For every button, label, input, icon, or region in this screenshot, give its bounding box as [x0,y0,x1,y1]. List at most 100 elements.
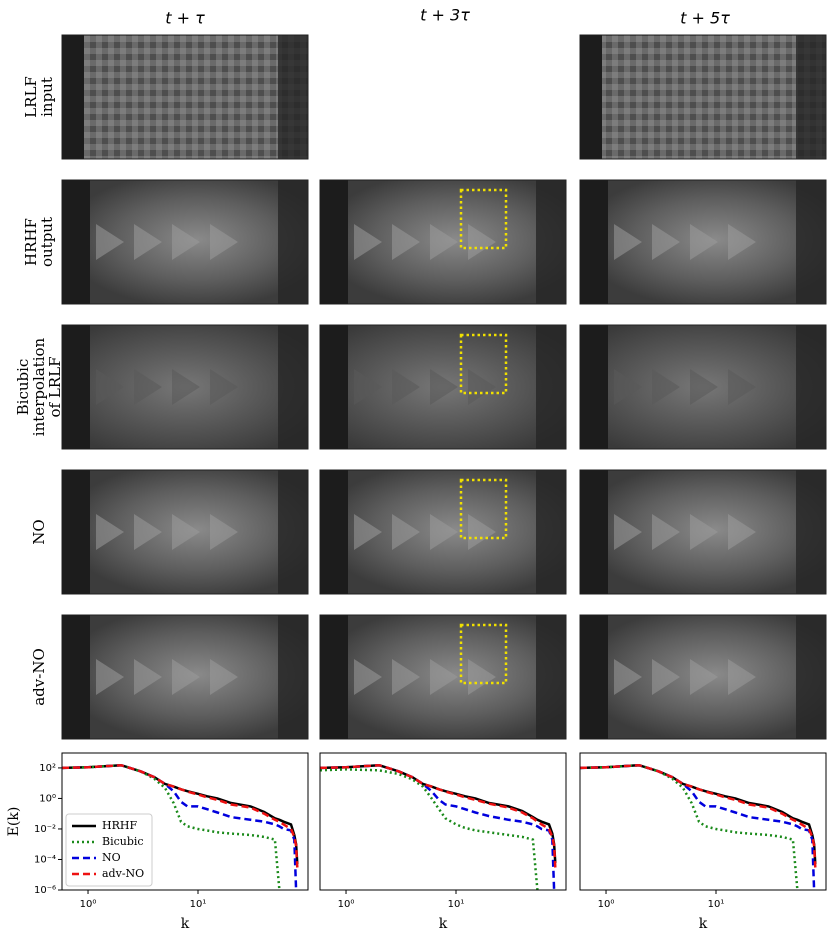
flow-image [319,614,567,740]
spectrum-line [320,763,557,868]
shock-cell [690,369,718,405]
row-label: LRLF [22,76,40,118]
shock-cell [134,369,162,405]
row-label: output [38,217,56,267]
plot-frame [579,752,827,891]
shock-cell [392,369,420,405]
flow-image [579,614,827,740]
y-axis-label: E(k) [6,807,22,837]
shock-cell [392,514,420,550]
column-header: t + τ [165,9,205,28]
legend-label: adv-NO [102,867,144,880]
row-label: adv-NO [30,648,48,706]
shock-cell [96,369,124,405]
edge-dark [796,470,826,594]
edge-dark [278,470,308,594]
spectrum-line [320,768,539,890]
highlight-box [459,188,508,250]
shock-cell [354,514,382,550]
edge-dark [536,325,566,449]
y-tick-label: 10⁻² [34,824,56,835]
column-header: t + 3τ [420,6,470,25]
legend-label: Bicubic [102,835,144,848]
shock-cell [430,369,458,405]
image-bg [579,34,827,160]
shock-cell [468,224,496,260]
edge-dark [536,180,566,304]
shock-cell [468,369,496,405]
shock-cell [210,659,238,695]
edge-dark [278,35,308,159]
x-tick-label: 10⁰ [80,899,97,910]
shock-cell [172,659,200,695]
edge-dark [278,325,308,449]
row-label: Bicubic [14,359,32,416]
shock-cell [354,369,382,405]
shock-cell [172,369,200,405]
shock-cell [614,514,642,550]
x-axis-label: k [699,916,708,932]
shock-cell [614,224,642,260]
edge-dark [796,180,826,304]
spectrum-line [580,763,817,865]
shock-cell [134,659,162,695]
row-label: of LRLF [46,357,64,418]
spectrum-line [62,763,299,868]
shock-cell [728,514,756,550]
shock-cell [614,659,642,695]
nozzle [580,180,608,304]
edge-dark [536,615,566,739]
shock-cell [468,659,496,695]
plot-frame [319,752,567,891]
edge-dark [278,180,308,304]
shock-cell [210,224,238,260]
flow-image [61,34,309,160]
flow-image [579,179,827,305]
spectrum-line [320,763,556,890]
nozzle [320,615,348,739]
y-tick-label: 10² [39,763,56,774]
shock-cell [468,514,496,550]
nozzle [62,180,90,304]
shock-cell [728,369,756,405]
nozzle [62,615,90,739]
flow-image [319,179,567,305]
shock-cell [134,224,162,260]
flow-image [61,324,309,450]
highlight-box [459,478,508,540]
shock-cell [134,514,162,550]
legend-box [65,813,153,887]
y-tick-label: 10⁻⁴ [34,854,56,865]
nozzle [62,325,90,449]
shock-cell [690,514,718,550]
shock-cell [652,369,680,405]
spectrum-line [320,763,557,863]
spectrum-line [580,763,816,890]
shock-cell [690,659,718,695]
shock-cell [392,659,420,695]
spectrum-line [580,763,799,890]
shock-cell [652,659,680,695]
nozzle [580,325,608,449]
plot-frame [61,752,309,891]
column-header: t + 5τ [680,9,730,28]
x-tick-label: 10⁰ [598,899,615,910]
flow-image [579,469,827,595]
flow-image [579,34,827,160]
edge-dark [796,615,826,739]
shock-cell [430,514,458,550]
y-tick-label: 10⁻⁶ [34,885,56,896]
image-bg [61,34,309,160]
row-label: HRHF [22,218,40,266]
shock-cell [96,514,124,550]
shock-cell [614,369,642,405]
shock-cell [430,224,458,260]
shock-cell [210,369,238,405]
flow-image [61,469,309,595]
shock-cell [210,514,238,550]
highlight-box [459,623,508,685]
legend-label: NO [102,851,121,864]
shock-cell [172,514,200,550]
nozzle [320,180,348,304]
